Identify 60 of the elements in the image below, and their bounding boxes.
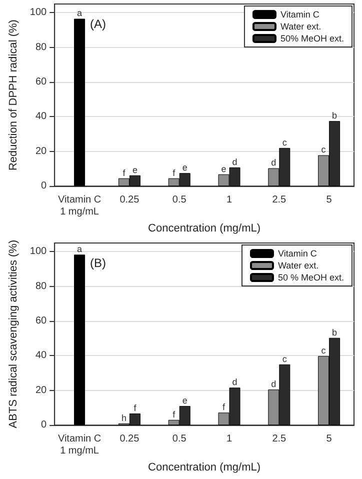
y-tick-label: 20: [35, 384, 48, 396]
annotation: (B): [90, 256, 106, 270]
data-label: d: [271, 158, 276, 168]
legend-label: Water ext.: [280, 22, 322, 32]
y-tick-label: 100: [30, 246, 48, 258]
y-axis-title: ABTS radical scavenging activities (%): [8, 240, 20, 428]
data-label: h: [121, 412, 126, 423]
x-tick-label: 2.5: [272, 194, 287, 206]
x-tick-label: 0.5: [172, 434, 187, 445]
data-label: f: [222, 402, 226, 412]
x-tick-label: 0.5: [172, 194, 187, 206]
data-label: c: [321, 144, 326, 155]
data-label: a: [77, 244, 82, 254]
legend-label: 50% MeOH ext.: [280, 34, 344, 44]
y-tick-label: 60: [35, 316, 48, 327]
y-tick-label: 100: [30, 7, 48, 18]
y-tick-label: 40: [35, 350, 48, 362]
x-tick-label: 0.25: [120, 434, 140, 445]
legend-label: Vitamin C: [278, 248, 318, 258]
y-tick-label: 80: [35, 42, 48, 53]
data-label: e: [182, 162, 188, 173]
legend-label: Water ext.: [278, 260, 319, 270]
x-axis-title: Concentration (mg/mL): [148, 222, 261, 234]
y-tick-label: 60: [35, 76, 48, 88]
data-label: f: [134, 402, 137, 413]
x-tick-label: 1: [226, 434, 232, 445]
data-label: e: [132, 164, 138, 175]
data-label: d: [271, 379, 276, 390]
data-label: a: [77, 8, 82, 18]
data-label: e: [182, 396, 188, 406]
annotation: (A): [90, 17, 106, 31]
y-tick-label: 0: [41, 420, 48, 431]
y-axis-title: Reduction of DPPH radical (%): [8, 20, 20, 171]
bar: [74, 254, 86, 426]
x-tick-label: 5: [326, 434, 332, 445]
legend-label: Vitamin C: [280, 10, 320, 20]
y-tick-label: 80: [35, 280, 48, 292]
data-label: d: [232, 156, 238, 167]
x-tick-label: Vitamin C 1 mg/mL: [58, 194, 102, 218]
data-label: b: [332, 327, 338, 338]
x-tick-label: 1: [226, 194, 232, 206]
y-tick-label: 40: [35, 111, 48, 122]
data-label: c: [321, 346, 326, 356]
x-tick-label: 0.25: [120, 194, 140, 206]
y-tick-label: 20: [35, 146, 48, 157]
bar: [74, 18, 86, 186]
x-tick-label: Vitamin C 1 mg/mL: [58, 434, 102, 457]
data-label: c: [282, 354, 288, 364]
x-axis-title: Concentration (mg/mL): [148, 462, 261, 474]
data-label: f: [172, 409, 176, 420]
y-tick-label: 0: [41, 180, 48, 192]
data-label: f: [172, 168, 176, 178]
data-label: f: [122, 168, 126, 178]
x-tick-label: 2.5: [272, 434, 287, 445]
data-label: c: [282, 137, 288, 148]
data-label: d: [232, 377, 238, 388]
x-tick-label: 5: [326, 194, 332, 206]
legend-label: 50 % MeOH ext.: [278, 272, 344, 282]
data-label: e: [221, 164, 226, 174]
data-label: b: [332, 110, 338, 121]
